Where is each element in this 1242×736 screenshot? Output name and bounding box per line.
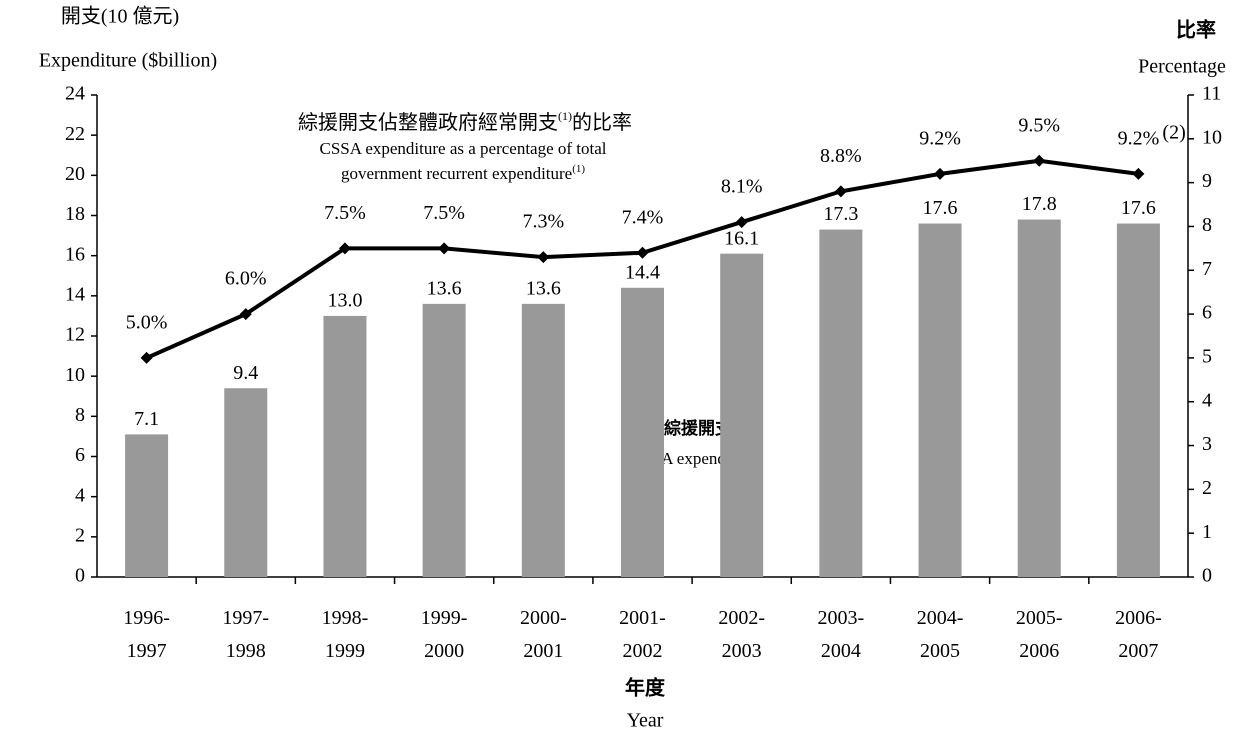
line-value-label: 9.5% xyxy=(1018,114,1060,136)
bar-value-label: 13.6 xyxy=(526,277,561,299)
line-marker xyxy=(1033,154,1046,167)
y2-tick-label: 7 xyxy=(1202,258,1212,280)
bar xyxy=(720,253,764,578)
y-tick-label: 6 xyxy=(75,444,85,466)
bar xyxy=(1116,223,1160,578)
x-label-zh: 年度 xyxy=(625,676,666,700)
x-tick-label: 2004-2005 xyxy=(916,607,964,662)
x-tick-label: 2005-2006 xyxy=(1015,607,1063,662)
line-marker xyxy=(438,242,451,255)
bar-value-label: 17.6 xyxy=(923,197,958,219)
line-marker xyxy=(338,242,351,255)
line-label-zh-part: 綜援開支佔整體政府經常開支 xyxy=(298,111,558,134)
y2-label-zh: 比率 xyxy=(1176,18,1216,42)
y2-tick-label: 11 xyxy=(1202,83,1221,105)
bar-value-label: 13.0 xyxy=(327,290,362,312)
line-label-en-part: government recurrent expenditure xyxy=(341,164,572,183)
line-value-label: 9.2% xyxy=(919,127,961,149)
bar xyxy=(1017,219,1061,577)
line-label-en: government recurrent expenditure(1) xyxy=(341,163,585,183)
line-value-label: 5.0% xyxy=(126,312,168,334)
x-tick-label: 2006-2007 xyxy=(1115,607,1162,662)
bar xyxy=(819,229,863,577)
y-tick-label: 20 xyxy=(65,163,85,185)
bar xyxy=(125,434,169,577)
x-tick-label: 1998-1999 xyxy=(321,607,369,662)
x-tick-label: 1996-1997 xyxy=(123,607,170,662)
y2-tick-label: 3 xyxy=(1202,433,1212,455)
bar xyxy=(918,223,962,578)
y-tick-label: 8 xyxy=(75,404,85,426)
bar-value-label: 17.3 xyxy=(823,203,858,225)
line-marker xyxy=(834,185,847,198)
y-tick-label: 16 xyxy=(65,243,85,265)
line-label-zh-part: 的比率 xyxy=(572,111,632,134)
y-label-en: Expenditure ($billion) xyxy=(39,50,217,72)
bar-value-label: 9.4 xyxy=(233,362,258,384)
line-marker xyxy=(636,246,649,259)
y2-tick-label: 0 xyxy=(1202,565,1212,587)
line-value-label: 8.1% xyxy=(721,176,763,198)
x-tick-label: 2002-2003 xyxy=(718,607,765,662)
line-label-en: CSSA expenditure as a percentage of tota… xyxy=(319,139,606,158)
x-tick-label: 2000-2001 xyxy=(519,607,567,662)
y2-tick-label: 6 xyxy=(1202,302,1212,324)
y-tick-label: 18 xyxy=(65,203,85,225)
x-tick-label: 2001-2002 xyxy=(619,607,666,662)
y2-label-en: Percentage xyxy=(1138,56,1226,78)
x-tick-label: 1997-1998 xyxy=(222,607,270,662)
line-value-label: 7.3% xyxy=(522,211,564,233)
bar-value-label: 17.8 xyxy=(1022,193,1057,215)
line-label-zh: 綜援開支佔整體政府經常開支(1)的比率 xyxy=(298,109,632,134)
y2-tick-label: 9 xyxy=(1202,170,1212,192)
bar-label-zh: 綜援開支 xyxy=(664,418,733,438)
line-value-label: 6.0% xyxy=(225,268,267,290)
y2-tick-label: 4 xyxy=(1202,389,1212,411)
bar-value-label: 16.1 xyxy=(724,227,759,249)
line-value-label: 7.5% xyxy=(423,202,465,224)
line-value-label: 8.8% xyxy=(820,145,862,167)
note-mark: (2) xyxy=(1162,121,1185,143)
line-marker xyxy=(140,351,153,364)
bar xyxy=(224,388,268,577)
line-marker xyxy=(735,216,748,229)
y-tick-label: 24 xyxy=(65,83,85,105)
line-marker xyxy=(239,308,252,321)
bar-value-label: 7.1 xyxy=(134,408,159,430)
line-marker xyxy=(934,167,947,180)
line-marker xyxy=(1132,167,1145,180)
bar xyxy=(323,315,367,577)
line-marker xyxy=(537,251,550,264)
line-value-label: 9.2% xyxy=(1118,127,1160,149)
y2-tick-label: 8 xyxy=(1202,214,1212,236)
x-label-en: Year xyxy=(627,710,664,732)
y2-tick-label: 2 xyxy=(1202,477,1212,499)
line-value-label: 7.4% xyxy=(622,206,664,228)
bar-value-label: 14.4 xyxy=(625,261,660,283)
y-tick-label: 2 xyxy=(75,524,85,546)
y-tick-label: 12 xyxy=(65,324,85,346)
line-label-en-sup: (1) xyxy=(572,163,585,175)
bar xyxy=(422,303,466,577)
y2-tick-label: 1 xyxy=(1202,521,1212,543)
bar xyxy=(621,287,664,577)
y2-tick-label: 10 xyxy=(1202,126,1222,148)
y-tick-label: 14 xyxy=(65,283,85,305)
line-label-zh-sup: (1) xyxy=(558,109,572,123)
y-label-zh: 開支(10 億元) xyxy=(61,5,179,28)
bar xyxy=(521,303,565,577)
bar-value-label: 17.6 xyxy=(1121,197,1156,219)
y2-tick-label: 5 xyxy=(1202,346,1212,368)
y-tick-label: 22 xyxy=(65,123,85,145)
y-tick-label: 10 xyxy=(65,364,85,386)
y-tick-label: 0 xyxy=(75,565,85,587)
y-tick-label: 4 xyxy=(75,484,85,506)
x-tick-label: 2003-2004 xyxy=(817,607,865,662)
x-tick-label: 1999-2000 xyxy=(420,607,468,662)
line-value-label: 7.5% xyxy=(324,202,366,224)
bar-value-label: 13.6 xyxy=(427,277,462,299)
